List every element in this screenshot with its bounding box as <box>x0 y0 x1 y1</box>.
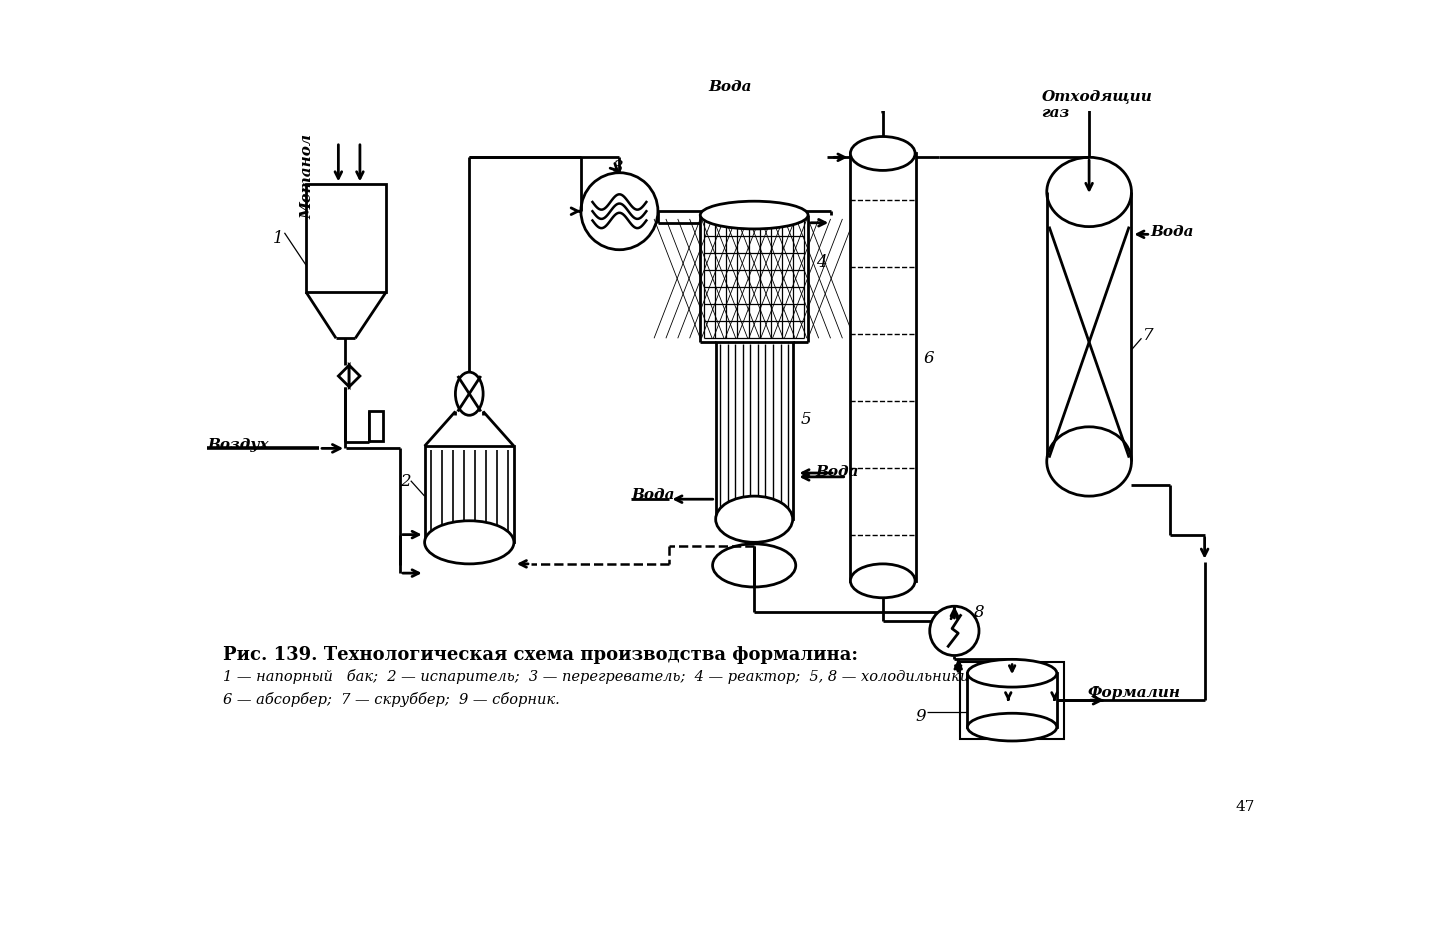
Text: 6: 6 <box>924 350 934 367</box>
Text: 7: 7 <box>1142 327 1154 344</box>
Text: Формалин: Формалин <box>1087 686 1180 700</box>
Circle shape <box>930 607 979 656</box>
Text: Рис. 139. Технологическая схема производства формалина:: Рис. 139. Технологическая схема производ… <box>223 646 857 664</box>
Text: Вода: Вода <box>630 488 674 503</box>
Text: 8: 8 <box>973 604 985 621</box>
Ellipse shape <box>1047 157 1131 227</box>
Text: 6 — абсорбер;  7 — скруббер;  9 — сборник.: 6 — абсорбер; 7 — скруббер; 9 — сборник. <box>223 693 560 707</box>
Ellipse shape <box>1047 427 1131 496</box>
Text: 1: 1 <box>273 231 283 247</box>
Text: 4: 4 <box>816 254 827 270</box>
Text: 2: 2 <box>401 473 411 490</box>
Text: Вода: Вода <box>816 466 859 480</box>
Bar <box>960 662 1064 739</box>
Ellipse shape <box>716 496 792 543</box>
Ellipse shape <box>850 564 915 598</box>
Text: Воздух: Воздух <box>207 438 269 453</box>
Text: 47: 47 <box>1235 800 1255 814</box>
Ellipse shape <box>713 544 795 587</box>
Text: Вода: Вода <box>1151 225 1194 239</box>
Bar <box>716 342 792 519</box>
Text: Вода: Вода <box>709 81 752 94</box>
Text: Отходящии
газ: Отходящии газ <box>1041 90 1152 119</box>
Polygon shape <box>348 365 360 387</box>
Ellipse shape <box>455 372 483 415</box>
Ellipse shape <box>967 659 1057 687</box>
Text: 1 — напорный   бак;  2 — испаритель;  3 — перегреватель;  4 — реактор;  5, 8 — х: 1 — напорный бак; 2 — испаритель; 3 — пе… <box>223 669 969 684</box>
Text: 9: 9 <box>915 707 927 725</box>
Bar <box>850 154 915 581</box>
Text: Метанол: Метанол <box>301 134 315 219</box>
Circle shape <box>581 173 658 250</box>
Text: 5: 5 <box>801 411 811 429</box>
Bar <box>307 184 386 292</box>
Polygon shape <box>873 92 882 110</box>
Ellipse shape <box>850 136 915 170</box>
Ellipse shape <box>967 713 1057 741</box>
Ellipse shape <box>425 520 513 564</box>
Bar <box>369 411 383 441</box>
Bar <box>967 673 1057 727</box>
Bar <box>425 446 513 543</box>
Text: 3: 3 <box>613 159 623 176</box>
Ellipse shape <box>700 201 808 229</box>
Polygon shape <box>338 365 348 387</box>
Polygon shape <box>882 92 892 110</box>
